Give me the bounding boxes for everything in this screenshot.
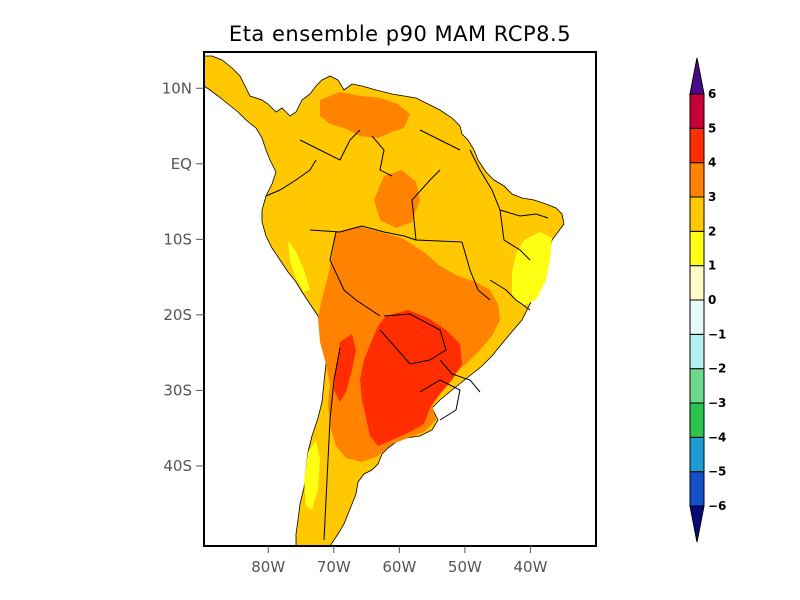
colorbar-label: −2	[708, 362, 726, 376]
field-level-1-2-chile-coast	[304, 440, 320, 510]
colorbar-label: 1	[708, 259, 716, 273]
lat-tick-label: 20S	[163, 306, 192, 324]
lat-tick-label: 10S	[163, 230, 192, 248]
colorbar: −6 −5 −4 −3 −2 −1 0 1 2 3 4 5 6	[689, 57, 726, 543]
latitude-axis: 10N EQ 10S 20S 30S 40S	[162, 79, 204, 475]
colorbar-swatch	[689, 93, 705, 129]
colorbar-label: −3	[708, 396, 726, 410]
colorbar-swatch	[689, 471, 705, 507]
field-level-1-2-pacific-coast	[288, 240, 310, 292]
colorbar-label: 4	[708, 156, 716, 170]
plot-title: Eta ensemble p90 MAM RCP8.5	[229, 22, 571, 46]
lon-tick-label: 50W	[448, 558, 482, 576]
field-level-3-4-central	[374, 170, 420, 228]
colorbar-swatch	[689, 436, 705, 473]
lat-tick-label: 10N	[162, 79, 192, 97]
colorbar-swatch	[689, 368, 705, 404]
colorbar-swatch	[689, 265, 705, 301]
lat-tick-label: 30S	[163, 381, 192, 399]
colorbar-label: −4	[708, 430, 726, 444]
lon-tick-label: 60W	[382, 558, 416, 576]
lat-tick-label: 40S	[163, 457, 192, 475]
colorbar-swatch	[689, 402, 705, 438]
map-area	[204, 55, 565, 546]
lon-tick-label: 70W	[317, 558, 351, 576]
colorbar-swatch	[689, 333, 705, 370]
colorbar-label: 5	[708, 121, 716, 135]
colorbar-swatch	[689, 196, 705, 232]
country-borders	[265, 129, 549, 541]
lon-tick-label: 80W	[251, 558, 285, 576]
colorbar-extend-min	[689, 505, 705, 543]
field-level-3-4-north	[320, 92, 410, 138]
plot-frame	[203, 51, 597, 547]
field-level-4-5-core	[360, 310, 462, 446]
colorbar-swatch	[689, 127, 705, 164]
colorbar-label: 0	[708, 293, 716, 307]
longitude-axis: 80W 70W 60W 50W 40W	[251, 546, 548, 576]
colorbar-swatch	[689, 230, 705, 267]
colorbar-label: −6	[708, 499, 726, 513]
colorbar-label: 2	[708, 224, 716, 238]
colorbar-extend-max	[689, 57, 705, 95]
colorbar-label: 3	[708, 190, 716, 204]
colorbar-label: −5	[708, 465, 726, 479]
field-level-1-2-east-coast	[512, 232, 552, 306]
lat-tick-label: EQ	[171, 155, 192, 173]
colorbar-swatch	[689, 162, 705, 198]
colorbar-label: 6	[708, 87, 716, 101]
colorbar-swatch	[689, 299, 705, 335]
lon-tick-label: 40W	[513, 558, 547, 576]
colorbar-label: −1	[708, 327, 726, 341]
